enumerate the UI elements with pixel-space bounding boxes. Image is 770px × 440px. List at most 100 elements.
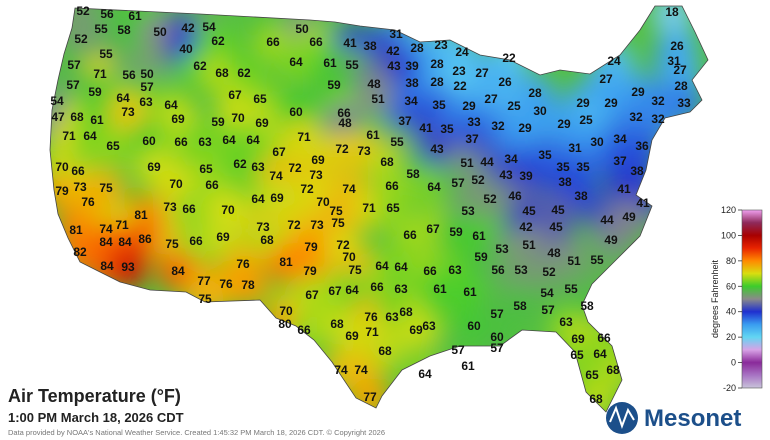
station-temp: 34: [504, 152, 518, 166]
station-temp: 76: [364, 310, 378, 324]
station-temp: 27: [673, 63, 687, 77]
station-temp: 55: [590, 253, 604, 267]
station-temp: 38: [630, 164, 644, 178]
station-temp: 69: [255, 116, 269, 130]
station-color: [358, 80, 398, 120]
station-temp: 64: [222, 133, 236, 147]
station-temp: 67: [228, 88, 242, 102]
station-temp: 65: [585, 368, 599, 382]
station-temp: 55: [345, 58, 359, 72]
station-color: [652, 6, 692, 33]
station-temp: 23: [434, 38, 448, 52]
logo: Mesonet: [606, 402, 741, 434]
station-temp: 63: [385, 310, 399, 324]
station-temp: 55: [564, 282, 578, 296]
station-temp: 24: [607, 54, 621, 68]
station-temp: 74: [99, 222, 113, 236]
station-temp: 64: [375, 259, 389, 273]
station-temp: 73: [310, 218, 324, 232]
station-temp: 69: [571, 332, 585, 346]
station-temp: 74: [269, 169, 283, 183]
station-temp: 68: [399, 305, 413, 319]
station-temp: 66: [423, 264, 437, 278]
station-temp: 43: [499, 168, 513, 182]
station-temp: 45: [551, 203, 565, 217]
station-temp: 69: [311, 153, 325, 167]
station-temp: 57: [490, 307, 504, 321]
station-temp: 59: [474, 250, 488, 264]
station-temp: 57: [66, 78, 80, 92]
station-temp: 54: [202, 20, 216, 34]
station-temp: 79: [303, 264, 317, 278]
station-temp: 60: [289, 105, 303, 119]
station-temp: 61: [461, 359, 475, 373]
colorbar-label: degrees Fahrenheit: [710, 259, 720, 338]
station-temp: 60: [467, 319, 481, 333]
station-temp: 71: [362, 201, 376, 215]
station-temp: 66: [337, 106, 351, 120]
subtitle: 1:00 PM March 18, 2026 CDT: [8, 410, 184, 425]
station-temp: 60: [142, 134, 156, 148]
station-temp: 61: [463, 285, 477, 299]
station-temp: 66: [385, 179, 399, 193]
station-temp: 60: [490, 330, 504, 344]
station-temp: 65: [106, 139, 120, 153]
station-temp: 61: [90, 113, 104, 127]
station-temp: 84: [171, 264, 185, 278]
station-temp: 57: [451, 176, 465, 190]
station-temp: 38: [363, 39, 377, 53]
station-temp: 93: [121, 260, 135, 274]
station-temp: 32: [651, 112, 665, 126]
station-temp: 29: [557, 117, 571, 131]
station-temp: 47: [51, 110, 65, 124]
station-temp: 31: [667, 54, 681, 68]
station-temp: 46: [508, 189, 522, 203]
station-temp: 70: [316, 195, 330, 209]
station-temp: 44: [600, 213, 614, 227]
station-temp: 73: [309, 168, 323, 182]
station-temp: 70: [279, 304, 293, 318]
station-temp: 66: [370, 280, 384, 294]
station-temp: 41: [636, 196, 650, 210]
station-temp: 64: [394, 260, 408, 274]
station-temp: 61: [323, 56, 337, 70]
station-temp: 28: [528, 86, 542, 100]
station-temp: 71: [115, 218, 129, 232]
colorbar-tick-label: -20: [723, 383, 736, 393]
station-temp: 31: [568, 141, 582, 155]
station-temp: 53: [461, 204, 475, 218]
station-temp: 84: [100, 259, 114, 273]
station-temp: 34: [613, 132, 627, 146]
station-temp: 63: [198, 135, 212, 149]
station-temp: 52: [74, 32, 88, 46]
station-temp: 61: [366, 128, 380, 142]
station-temp: 66: [182, 202, 196, 216]
station-temp: 22: [502, 51, 516, 65]
station-temp: 35: [432, 98, 446, 112]
station-temp: 41: [617, 182, 631, 196]
station-temp: 58: [406, 167, 420, 181]
station-temp: 51: [371, 92, 385, 106]
station-temp: 30: [590, 135, 604, 149]
station-temp: 75: [165, 237, 179, 251]
station-temp: 50: [153, 25, 167, 39]
station-temp: 69: [216, 230, 230, 244]
station-temp: 49: [604, 233, 618, 247]
station-temp: 66: [266, 35, 280, 49]
station-temp: 31: [389, 27, 403, 41]
station-temp: 23: [452, 64, 466, 78]
station-temp: 27: [599, 72, 613, 86]
station-temp: 27: [484, 92, 498, 106]
station-temp: 51: [522, 238, 536, 252]
station-temp: 70: [342, 250, 356, 264]
station-temp: 37: [398, 114, 412, 128]
station-temp: 29: [462, 99, 476, 113]
station-temp: 74: [354, 363, 368, 377]
station-temp: 86: [138, 232, 152, 246]
station-temp: 27: [475, 66, 489, 80]
station-temp: 25: [507, 99, 521, 113]
station-temp: 67: [328, 284, 342, 298]
station-color: [93, 127, 133, 167]
colorbar-tick-label: 120: [721, 205, 736, 215]
station-temp: 40: [179, 42, 193, 56]
